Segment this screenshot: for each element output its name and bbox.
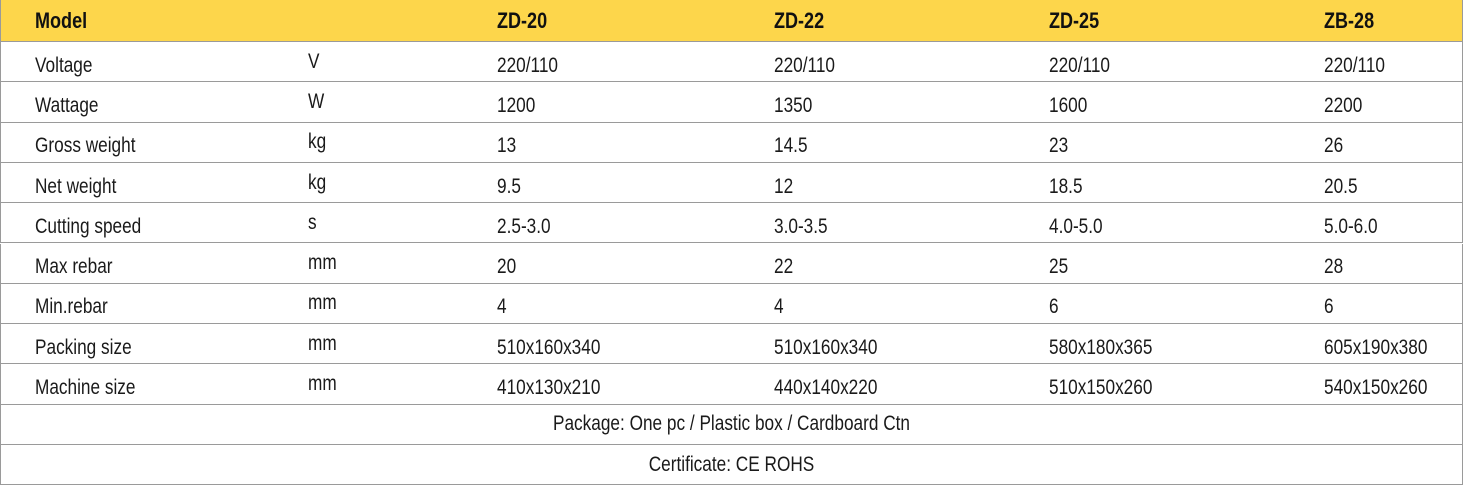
spec-unit: mm [308, 372, 337, 396]
spec-row: Voltage V 220/110 220/110 220/110 220/110 [0, 42, 1463, 83]
footer-text: Certificate: CE ROHS [648, 452, 815, 476]
spec-value: 2.5-3.0 [497, 214, 551, 238]
footer-row: Certificate: CE ROHS [0, 445, 1463, 485]
footer-text: Package: One pc / Plastic box / Cardboar… [552, 412, 911, 436]
spec-value: 23 [1049, 134, 1069, 158]
spec-unit: s [308, 210, 317, 234]
spec-value: 605x190x380 [1324, 335, 1428, 359]
model-name: ZB-28 [1324, 7, 1375, 33]
spec-row: Max rebar mm 20 22 25 28 [0, 243, 1463, 284]
spec-value: 580x180x365 [1049, 335, 1153, 359]
spec-value: 4.0-5.0 [1049, 214, 1103, 238]
spec-value: 540x150x260 [1324, 376, 1428, 400]
spec-value: 510x160x340 [774, 335, 878, 359]
spec-value: 20 [497, 255, 517, 279]
spec-unit: kg [308, 170, 327, 194]
model-name: ZD-22 [774, 7, 825, 33]
spec-value: 220/110 [1049, 53, 1110, 77]
spec-row: Packing size mm 510x160x340 510x160x340 580x… [0, 324, 1463, 365]
spec-value: 1200 [497, 93, 536, 117]
spec-unit: W [308, 89, 325, 113]
spec-label: Max rebar [35, 255, 113, 279]
spec-label: Machine size [35, 376, 136, 400]
spec-label: Wattage [35, 93, 99, 117]
header-row: Model ZD-20 ZD-22 ZD-25 ZB-28 [0, 0, 1463, 42]
spec-row: Gross weight kg 13 14.5 23 26 [0, 122, 1463, 163]
spec-label: Cutting speed [35, 214, 142, 238]
spec-value: 2200 [1324, 93, 1363, 117]
spec-value: 510x150x260 [1049, 376, 1153, 400]
spec-value: 26 [1324, 134, 1344, 158]
spec-value: 5.0-6.0 [1324, 214, 1378, 238]
spec-value: 220/110 [497, 53, 558, 77]
spec-row: Min.rebar mm 4 4 6 6 [0, 283, 1463, 325]
spec-value: 25 [1049, 255, 1069, 279]
spec-value: 13 [497, 134, 517, 158]
spec-value: 1600 [1049, 93, 1088, 117]
spec-value: 6 [1324, 295, 1334, 319]
model-name: ZD-20 [497, 7, 548, 33]
spec-label: Min.rebar [35, 295, 108, 319]
model-name: ZD-25 [1049, 7, 1100, 33]
spec-value: 220/110 [1324, 53, 1385, 77]
header-label: Model [35, 7, 88, 33]
spec-row: Cutting speed s 2.5-3.0 3.0-3.5 4.0-5.0 5.0-6… [0, 203, 1463, 244]
spec-value: 4 [497, 295, 507, 319]
spec-label: Net weight [35, 174, 117, 198]
spec-unit: V [308, 49, 320, 73]
spec-value: 20.5 [1324, 174, 1358, 198]
spec-unit: mm [308, 331, 337, 355]
spec-value: 410x130x210 [497, 376, 601, 400]
footer-row: Package: One pc / Plastic box / Cardboar… [0, 404, 1463, 445]
spec-value: 6 [1049, 295, 1059, 319]
spec-row: Wattage W 1200 1350 1600 2200 [0, 82, 1463, 123]
spec-value: 4 [774, 295, 784, 319]
spec-value: 18.5 [1049, 174, 1083, 198]
spec-value: 1350 [774, 93, 813, 117]
spec-unit: kg [308, 130, 327, 154]
spec-label: Gross weight [35, 134, 136, 158]
spec-value: 12 [774, 174, 794, 198]
spec-value: 14.5 [774, 134, 808, 158]
spec-value: 22 [774, 255, 794, 279]
spec-value: 28 [1324, 255, 1344, 279]
spec-row: Net weight kg 9.5 12 18.5 20.5 [0, 162, 1463, 204]
spec-row: Machine size mm 410x130x210 440x140x220 510x… [0, 364, 1463, 405]
spec-unit: mm [308, 291, 337, 315]
spec-value: 510x160x340 [497, 335, 601, 359]
spec-value: 3.0-3.5 [774, 214, 828, 238]
spec-unit: mm [308, 251, 337, 275]
spec-label: Voltage [35, 53, 93, 77]
spec-value: 220/110 [774, 53, 835, 77]
spec-label: Packing size [35, 335, 132, 359]
spec-value: 9.5 [497, 174, 521, 198]
spec-value: 440x140x220 [774, 376, 878, 400]
